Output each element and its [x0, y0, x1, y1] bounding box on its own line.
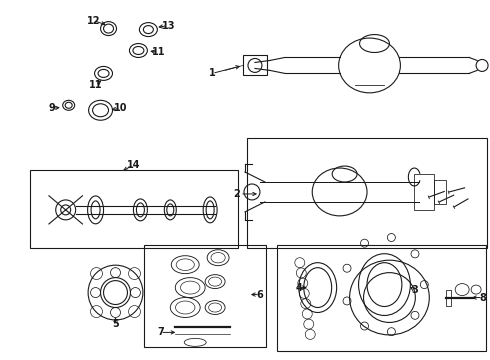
Text: 4: 4 [295, 283, 302, 293]
Text: 6: 6 [257, 289, 263, 300]
Text: 8: 8 [480, 293, 487, 302]
Text: 9: 9 [49, 103, 55, 113]
Text: 11: 11 [151, 48, 165, 58]
Bar [277, 245, 486, 351]
Bar [247, 138, 487, 248]
Bar [415, 174, 434, 210]
Text: 5: 5 [112, 319, 119, 329]
Bar [243, 55, 267, 75]
Text: 2: 2 [233, 189, 240, 199]
Text: 12: 12 [87, 15, 100, 26]
Bar [145, 245, 266, 347]
Text: 14: 14 [127, 160, 140, 170]
Text: 13: 13 [162, 21, 175, 31]
Text: 11: 11 [89, 80, 102, 90]
Bar [30, 170, 238, 248]
Text: 7: 7 [157, 327, 164, 337]
Text: 10: 10 [114, 103, 127, 113]
Text: 1: 1 [209, 68, 216, 78]
Bar [434, 180, 446, 204]
Text: 3: 3 [411, 284, 417, 294]
Bar [446, 289, 451, 306]
